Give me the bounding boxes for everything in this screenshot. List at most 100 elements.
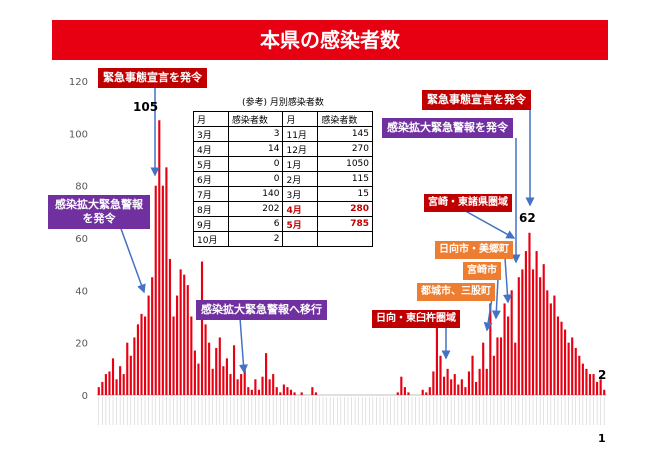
bar bbox=[432, 371, 435, 395]
bar bbox=[104, 374, 107, 395]
bar bbox=[225, 358, 228, 395]
table-row: 3月 3 11月 145 bbox=[193, 126, 373, 142]
table-cell-count: 145 bbox=[317, 126, 373, 142]
callout-miyakonojo-mimata: 都城市、三股町 bbox=[417, 283, 495, 301]
bar bbox=[236, 379, 239, 395]
bar bbox=[176, 295, 179, 395]
bar bbox=[272, 374, 275, 395]
bar bbox=[122, 374, 125, 395]
bar bbox=[578, 355, 581, 395]
table-cell-month: 12月 bbox=[282, 141, 319, 157]
bar bbox=[549, 303, 552, 395]
bar bbox=[140, 313, 143, 395]
bar bbox=[396, 392, 399, 395]
bar bbox=[101, 381, 104, 395]
bar bbox=[471, 355, 474, 395]
arrow-miyazaki-higashimorokata bbox=[459, 207, 516, 239]
bar bbox=[599, 379, 602, 395]
table-cell-count: 202 bbox=[227, 201, 284, 217]
table-cell-month: 4月 bbox=[282, 201, 319, 217]
y-tick-label: 120 bbox=[69, 77, 88, 88]
monthly-reference-table: (参考) 月別感染者数 月 感染者数 月 感染者数 3月 3 11月 145 4月 14 1… bbox=[193, 95, 373, 247]
table-row: 8月 202 4月 280 bbox=[193, 201, 373, 217]
header-month: 月 bbox=[193, 111, 229, 127]
bar bbox=[496, 337, 499, 395]
peak-label-2: 62 bbox=[519, 211, 536, 225]
table-cell-month: 10月 bbox=[193, 231, 229, 247]
bar bbox=[243, 368, 246, 395]
bar bbox=[581, 363, 584, 395]
bar bbox=[489, 303, 492, 395]
bar bbox=[154, 185, 157, 395]
bar bbox=[204, 324, 207, 395]
bar bbox=[528, 232, 531, 395]
table-cell-month: 6月 bbox=[193, 171, 229, 187]
bar bbox=[482, 342, 485, 395]
bar bbox=[143, 316, 147, 395]
bar bbox=[603, 389, 606, 395]
bar bbox=[186, 285, 189, 395]
bar bbox=[197, 363, 200, 395]
arrow-shift-alert bbox=[238, 317, 248, 374]
bar bbox=[439, 355, 442, 395]
bar bbox=[407, 392, 410, 395]
bar bbox=[403, 387, 406, 395]
callout-hyuga-higashiusuki: 日向・東臼杵圏域 bbox=[372, 310, 460, 328]
bar bbox=[560, 321, 563, 395]
page-title: 本県の感染者数 bbox=[52, 20, 608, 60]
callout-emergency-declaration-2: 緊急事態宣言を発令 bbox=[422, 90, 531, 110]
bar bbox=[567, 342, 570, 395]
table-cell-month: 8月 bbox=[193, 201, 229, 217]
table-cell-month: 9月 bbox=[193, 216, 229, 232]
header-month: 月 bbox=[282, 111, 319, 127]
arrow-miyakonojo-mimata bbox=[483, 297, 493, 332]
bar bbox=[475, 381, 478, 395]
table-row: 7月 140 3月 15 bbox=[193, 186, 373, 202]
table-cell-count: 1050 bbox=[317, 156, 373, 172]
bar bbox=[222, 366, 225, 395]
bar bbox=[158, 120, 161, 395]
arrow-miyazaki-city bbox=[491, 277, 501, 320]
table-cell-count: 2 bbox=[227, 231, 284, 247]
table-cell-month: 11月 bbox=[282, 126, 319, 142]
bar bbox=[574, 347, 577, 395]
header-count: 感染者数 bbox=[317, 111, 373, 127]
bar bbox=[510, 290, 513, 395]
y-tick-label: 100 bbox=[69, 129, 88, 140]
bar bbox=[435, 324, 438, 395]
bar bbox=[556, 316, 560, 395]
table-cell-month: 5月 bbox=[193, 156, 229, 172]
bar bbox=[300, 392, 303, 395]
bar bbox=[596, 381, 599, 395]
bar bbox=[539, 277, 542, 395]
table-cell-month: 7月 bbox=[193, 186, 229, 202]
reference-table-grid: 月 感染者数 月 感染者数 3月 3 11月 145 4月 14 12月 270 5月 0 1月 10… bbox=[193, 111, 373, 247]
bar bbox=[478, 368, 481, 395]
table-cell-count: 6 bbox=[227, 216, 284, 232]
y-tick-label: 0 bbox=[82, 391, 88, 402]
bar bbox=[442, 376, 446, 395]
bar bbox=[507, 316, 510, 395]
table-cell-month: 4月 bbox=[193, 141, 229, 157]
bar bbox=[499, 337, 503, 395]
bar bbox=[136, 324, 140, 395]
y-tick-label: 40 bbox=[75, 286, 88, 297]
table-cell-month: 5月 bbox=[282, 216, 319, 232]
peak-label-1: 105 bbox=[133, 100, 159, 114]
bar bbox=[151, 277, 154, 395]
bar bbox=[108, 371, 111, 395]
y-tick-label: 80 bbox=[75, 182, 88, 193]
bar bbox=[147, 295, 150, 395]
bar bbox=[115, 379, 118, 395]
arrow-hyuga-misato bbox=[503, 257, 512, 304]
y-tick-label: 20 bbox=[75, 339, 88, 350]
table-cell-count: 0 bbox=[227, 171, 284, 187]
table-row: 5月 0 1月 1050 bbox=[193, 156, 373, 172]
bar bbox=[250, 389, 253, 395]
bar bbox=[553, 295, 556, 395]
bar bbox=[229, 374, 232, 395]
bar bbox=[161, 185, 164, 395]
x-axis-ticks bbox=[98, 397, 605, 425]
bar bbox=[460, 379, 463, 395]
